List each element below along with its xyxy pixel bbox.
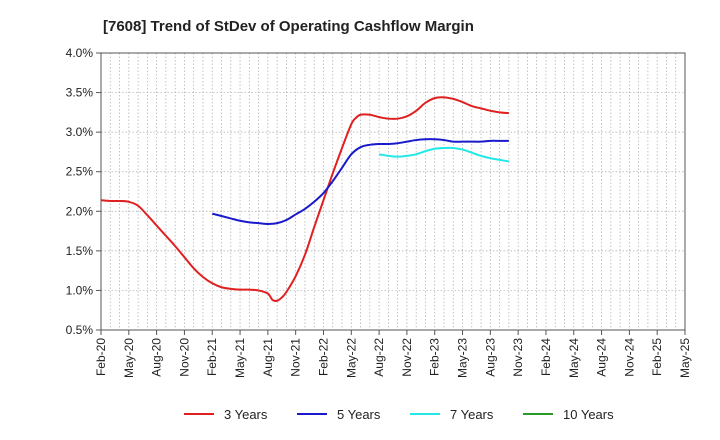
x-tick-label: May-24 xyxy=(567,338,581,378)
legend-label-5-years: 5 Years xyxy=(337,407,381,422)
x-tick-label: May-20 xyxy=(122,338,136,378)
x-tick-label: Nov-24 xyxy=(622,338,636,377)
y-tick-label: 2.5% xyxy=(66,165,94,179)
series-line-7-years xyxy=(378,146,510,163)
x-tick-label: Feb-21 xyxy=(205,338,219,376)
x-tick-label: Nov-21 xyxy=(289,338,303,377)
y-axis: 0.5% 1.0% 1.5% 2.0% 2.5% 3.0% 3.5% 4.0% xyxy=(66,46,101,337)
x-tick-label: Nov-20 xyxy=(177,338,191,377)
x-tick-label: Aug-22 xyxy=(372,338,386,377)
series-line-3-years xyxy=(100,96,509,302)
x-tick-label: May-22 xyxy=(344,338,358,378)
x-tick-label: Aug-23 xyxy=(483,338,497,377)
x-tick-label: May-25 xyxy=(678,338,692,378)
x-tick-label: May-23 xyxy=(456,338,470,378)
chart-title: [7608] Trend of StDev of Operating Cashf… xyxy=(103,18,474,35)
x-tick-label: Feb-22 xyxy=(316,338,330,376)
y-tick-label: 0.5% xyxy=(66,323,94,337)
legend-label-10-years: 10 Years xyxy=(563,407,614,422)
x-tick-label: Aug-20 xyxy=(150,338,164,377)
y-tick-label: 3.5% xyxy=(66,86,94,100)
x-axis: Feb-20 May-20 Aug-20 Nov-20 Feb-21 May-21 Aug-… xyxy=(94,330,692,378)
grid-lines xyxy=(101,53,685,330)
series-layer xyxy=(100,96,510,302)
plot-frame xyxy=(100,52,686,331)
x-tick-label: Feb-23 xyxy=(428,338,442,376)
x-tick-label: Nov-23 xyxy=(511,338,525,377)
x-tick-label: Feb-25 xyxy=(650,338,664,376)
x-tick-label: Feb-20 xyxy=(94,338,108,376)
y-tick-label: 1.5% xyxy=(66,244,94,258)
y-tick-label: 3.0% xyxy=(66,125,94,139)
x-tick-label: Nov-22 xyxy=(400,338,414,377)
y-tick-label: 2.0% xyxy=(66,204,94,218)
y-tick-label: 1.0% xyxy=(66,283,94,297)
y-tick-label: 4.0% xyxy=(66,46,94,60)
x-tick-label: Feb-24 xyxy=(539,338,553,376)
series-line-5-years xyxy=(211,138,509,225)
legend-label-7-years: 7 Years xyxy=(450,407,494,422)
legend: 3 Years 5 Years 7 Years 10 Years xyxy=(184,407,614,422)
legend-label-3-years: 3 Years xyxy=(224,407,268,422)
x-tick-label: Aug-24 xyxy=(595,338,609,377)
x-tick-label: Aug-21 xyxy=(261,338,275,377)
x-tick-label: May-21 xyxy=(233,338,247,378)
